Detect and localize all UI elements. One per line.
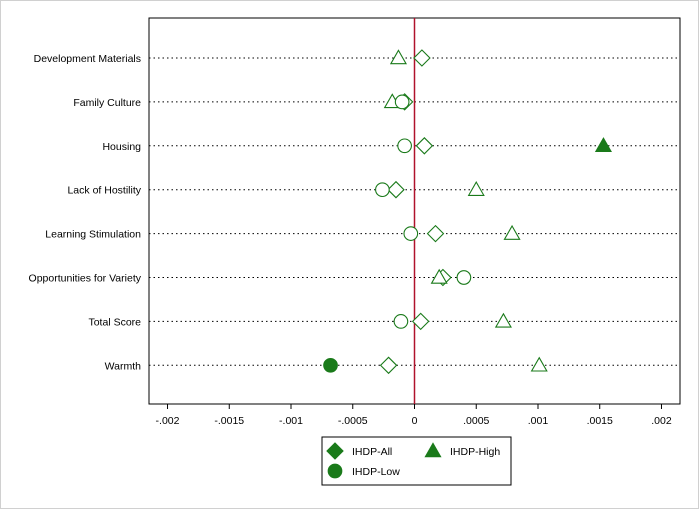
- x-tick-label: -.001: [279, 415, 303, 427]
- ihdp-low-circle-point: [394, 94, 410, 110]
- x-tick-label: -.0015: [214, 415, 244, 427]
- category-label: Lack of Hostility: [67, 185, 141, 197]
- category-label: Total Score: [88, 316, 141, 328]
- x-tick-label: .0015: [587, 415, 613, 427]
- ihdp-low-circle-point: [393, 314, 409, 329]
- ihdp-all-diamond-point: [413, 49, 431, 67]
- category-label: Family Culture: [73, 97, 141, 109]
- ihdp-all-diamond-point: [411, 312, 430, 331]
- x-tick-label: .001: [528, 415, 549, 427]
- x-tick-label: -.002: [156, 415, 180, 427]
- ihdp-all-diamond-point: [415, 137, 434, 155]
- legend-box: [321, 436, 512, 486]
- data-markers: [323, 49, 612, 375]
- circle-icon: [327, 463, 343, 479]
- category-label: Learning Stimulation: [45, 229, 141, 241]
- x-tick-label: 0: [412, 415, 418, 427]
- x-tick-label: .0005: [463, 415, 489, 427]
- legend-label: IHDP-High: [450, 446, 500, 458]
- ihdp-high-triangle-point: [430, 268, 448, 284]
- ihdp-low-circle-point: [323, 357, 338, 373]
- ihdp-all-diamond-point: [426, 224, 445, 243]
- legend-label: IHDP-All: [352, 446, 392, 458]
- x-tick-label: .002: [651, 415, 672, 427]
- category-label: Housing: [102, 141, 141, 153]
- legend-label: IHDP-Low: [352, 466, 400, 478]
- legend: IHDP-All IHDP-High IHDP-Low: [321, 436, 512, 486]
- ihdp-high-triangle-point: [503, 224, 521, 240]
- category-label: Opportunities for Variety: [29, 273, 142, 285]
- ihdp-low-circle-point: [403, 226, 419, 241]
- ihdp-high-triangle-point: [389, 49, 407, 65]
- ihdp-high-triangle-point: [494, 312, 512, 328]
- x-axis-ticks: -.002 -.0015 -.001 -.0005 0 .0005 .001 .0015 .00…: [156, 404, 672, 427]
- ihdp-all-diamond-point: [387, 180, 405, 199]
- category-labels: Development Materials Family Culture Housi…: [29, 53, 142, 372]
- ihdp-high-triangle-point: [594, 137, 612, 153]
- ihdp-high-triangle-point: [530, 356, 548, 372]
- ihdp-low-circle-point: [375, 182, 390, 198]
- ihdp-high-triangle-point: [467, 180, 485, 196]
- ihdp-low-circle-point: [456, 270, 472, 285]
- x-tick-label: -.0005: [338, 415, 368, 427]
- ihdp-low-circle-point: [397, 138, 412, 154]
- category-label: Warmth: [105, 360, 142, 372]
- triangle-icon: [424, 442, 442, 458]
- diamond-icon: [326, 442, 344, 460]
- category-label: Development Materials: [34, 53, 141, 65]
- ihdp-all-diamond-point: [379, 356, 398, 375]
